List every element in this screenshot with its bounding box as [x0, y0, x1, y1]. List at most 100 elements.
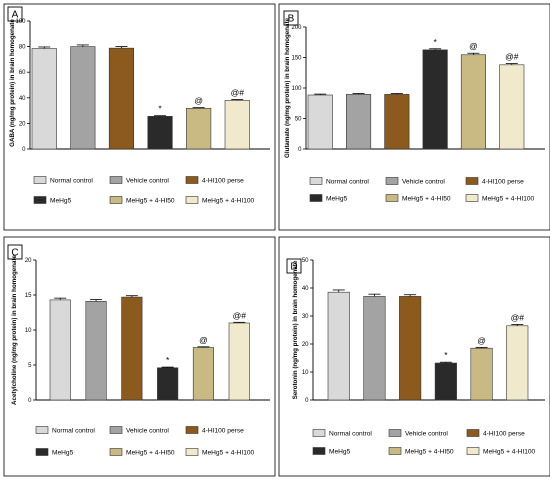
bar-1	[307, 94, 333, 150]
legend-swatch	[185, 196, 199, 204]
significance-marker: @	[199, 335, 208, 345]
significance-marker: @#	[231, 88, 245, 98]
bar-5	[470, 347, 493, 401]
bar-1	[49, 299, 71, 401]
bar-3	[399, 296, 422, 401]
bar-2	[345, 94, 372, 150]
legend-label: MeHg5 + 4-HI50	[126, 197, 175, 204]
bar-6	[228, 322, 250, 401]
legend-label: Vehicle control	[402, 178, 445, 185]
legend-swatch	[466, 447, 480, 455]
bar-2	[70, 46, 96, 150]
panel-label: C	[11, 248, 18, 259]
bar-6	[506, 325, 529, 401]
bar-5	[460, 54, 487, 150]
bar-2	[363, 296, 386, 401]
y-tick-label: 50	[302, 258, 309, 264]
legend-swatch	[388, 429, 402, 437]
significance-marker: @#	[505, 52, 519, 62]
bar-3	[121, 296, 143, 401]
bar-6	[224, 100, 250, 150]
legend-label: 4-HI100 perse	[483, 430, 525, 437]
panel-frame	[3, 3, 276, 231]
y-tick-label: 10	[25, 328, 32, 334]
y-tick-label: 0	[305, 398, 309, 404]
y-tick-label: 100	[291, 86, 302, 92]
legend-swatch	[109, 196, 123, 204]
panel-label: D	[290, 262, 297, 273]
y-axis-label: Glutamate (ng/mg protein) in brain homog…	[284, 17, 291, 157]
legend-label: Vehicle control	[126, 177, 169, 184]
panel-label-box	[7, 6, 23, 22]
bar-4	[157, 367, 179, 401]
significance-marker: *	[158, 104, 162, 114]
legend-label: Vehicle control	[126, 427, 169, 434]
legend-label: 4-HI100 perse	[202, 427, 244, 434]
bar-1	[327, 291, 350, 401]
y-tick-label: 0	[298, 147, 302, 153]
y-tick-label: 40	[302, 286, 309, 292]
bar-3	[108, 47, 134, 150]
panel-label-box	[283, 10, 299, 26]
legend-label: Normal control	[52, 427, 95, 434]
legend-swatch	[185, 176, 199, 184]
legend-label: MeHg5 + 4-HI100	[202, 197, 255, 204]
legend-swatch	[309, 177, 323, 185]
significance-marker: @	[469, 41, 478, 51]
bar-3	[384, 94, 410, 150]
bar-5	[192, 347, 214, 401]
y-tick-label: 30	[302, 314, 309, 320]
significance-marker: *	[433, 37, 437, 47]
significance-marker: @	[477, 335, 486, 345]
legend-label: Normal control	[50, 177, 93, 184]
y-tick-label: 150	[291, 56, 302, 62]
bar-1	[31, 48, 57, 150]
legend-label: MeHg5	[329, 448, 351, 455]
bar-4	[147, 116, 173, 150]
y-tick-label: 0	[22, 147, 26, 153]
legend-swatch	[465, 194, 479, 202]
legend-swatch	[109, 426, 123, 434]
legend-swatch	[185, 448, 199, 456]
legend-label: Vehicle control	[405, 430, 448, 437]
y-tick-label: 60	[19, 70, 26, 76]
y-tick-label: 20	[302, 342, 309, 348]
y-tick-label: 5	[28, 363, 32, 369]
panel-label-box	[7, 244, 23, 260]
y-tick-label: 0	[28, 398, 32, 404]
bar-6	[499, 64, 525, 150]
panel-frame	[278, 3, 550, 231]
y-tick-label: 10	[302, 370, 309, 376]
y-tick-label: 20	[19, 121, 26, 127]
y-tick-label: 80	[19, 45, 26, 51]
legend-swatch	[33, 196, 47, 204]
legend-swatch	[35, 426, 49, 434]
panel-label-box	[286, 258, 302, 274]
y-tick-label: 40	[19, 96, 26, 102]
legend-label: MeHg5	[50, 197, 72, 204]
legend-label: MeHg5	[52, 449, 74, 456]
legend-label: 4-HI100 perse	[482, 178, 524, 185]
legend-label: MeHg5	[326, 195, 348, 202]
legend-swatch	[385, 177, 399, 185]
legend-swatch	[385, 194, 399, 202]
legend-swatch	[312, 447, 326, 455]
y-tick-label: 200	[291, 25, 302, 31]
legend-swatch	[309, 194, 323, 202]
bar-2	[85, 300, 107, 401]
significance-marker: @#	[511, 312, 525, 322]
legend-swatch	[312, 429, 326, 437]
legend-swatch	[109, 176, 123, 184]
significance-marker: *	[166, 355, 170, 365]
legend-label: MeHg5 + 4-HI100	[202, 449, 255, 456]
y-tick-label: 15	[25, 293, 32, 299]
significance-marker: @	[194, 96, 203, 106]
legend-swatch	[35, 448, 49, 456]
legend-label: MeHg5 + 4-HI50	[126, 449, 175, 456]
chart-panel-c: C 0 5 10 15 20 Acetylcholine (ng/mg protein) i…	[3, 236, 276, 477]
legend-swatch	[388, 447, 402, 455]
